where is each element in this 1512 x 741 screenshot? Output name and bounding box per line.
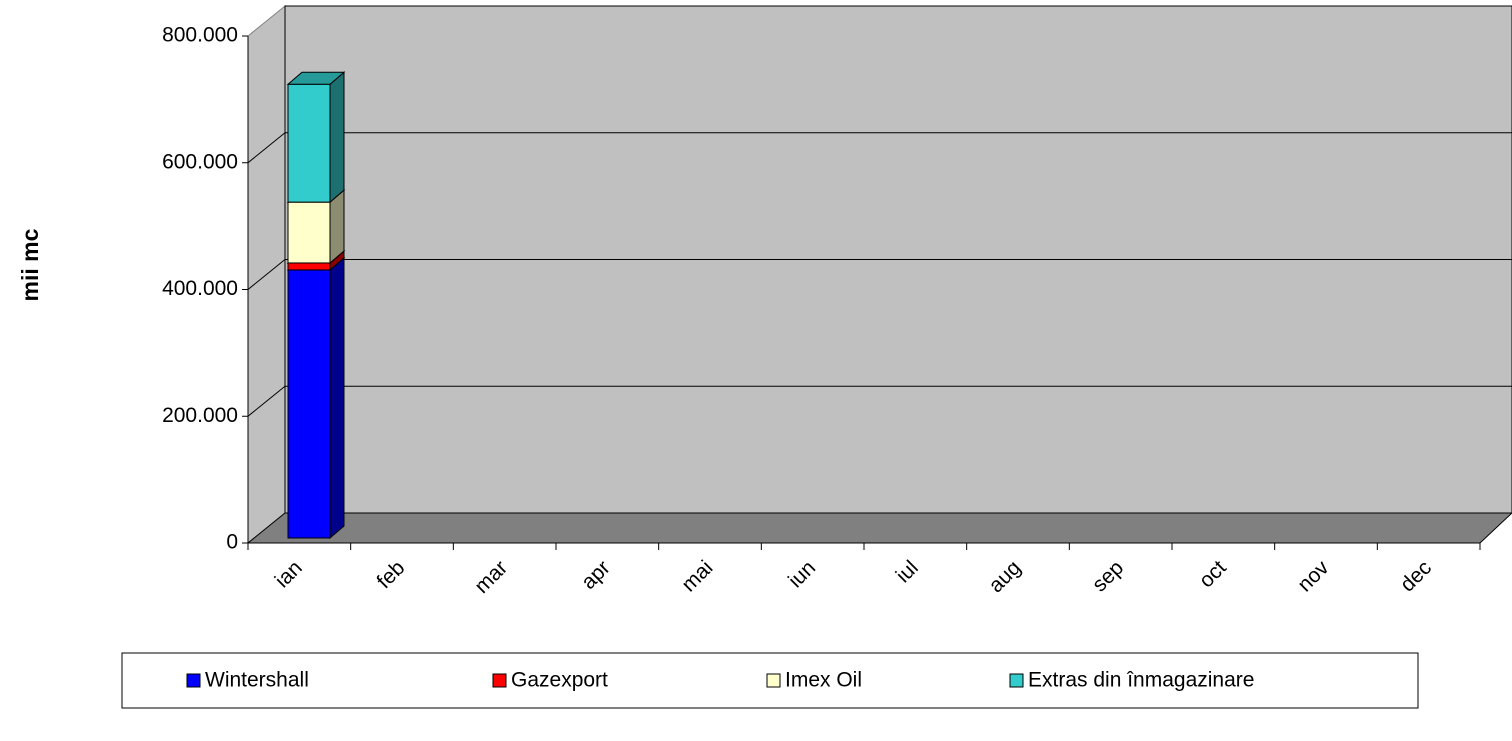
- bar-side: [329, 256, 345, 540]
- y-axis-title: mii mc: [17, 228, 43, 301]
- legend-swatch: [766, 673, 781, 688]
- bar-segment: [287, 201, 331, 264]
- y-tick-label: 800.000: [162, 24, 238, 47]
- x-tick-label: aug: [984, 556, 1025, 597]
- bar-segment: [287, 83, 331, 203]
- bar-side: [329, 189, 345, 265]
- x-tick-label: dec: [1396, 556, 1436, 596]
- x-tick-label: mar: [470, 556, 512, 598]
- x-tick-label: iul: [892, 556, 923, 587]
- legend-label: Wintershall: [205, 669, 309, 692]
- bar-top: [286, 71, 346, 85]
- legend-label: Imex Oil: [785, 669, 862, 692]
- bar-segment: [287, 269, 331, 539]
- x-tick-label: oct: [1195, 556, 1231, 592]
- x-tick-label: sep: [1088, 556, 1128, 596]
- grid-line: [247, 132, 286, 164]
- x-tick-label: feb: [373, 556, 410, 593]
- x-tick-label: mai: [677, 556, 717, 596]
- bar-segment: [287, 262, 331, 271]
- x-tick-label: ian: [271, 556, 307, 592]
- floor: [246, 512, 1512, 544]
- legend-label: Extras din înmagazinare: [1028, 669, 1254, 692]
- legend-swatch: [492, 673, 507, 688]
- legend-swatch: [1009, 673, 1024, 688]
- grid-line: [247, 385, 286, 417]
- x-tick-label: nov: [1293, 556, 1334, 597]
- x-tick-label: apr: [577, 556, 615, 594]
- y-tick-label: 400.000: [162, 277, 238, 300]
- y-tick-label: 0: [226, 531, 238, 554]
- legend-label: Gazexport: [511, 669, 608, 692]
- bar-side: [329, 71, 345, 204]
- x-tick-label: iun: [784, 556, 820, 592]
- y-tick-label: 600.000: [162, 150, 238, 173]
- y-tick-label: 200.000: [162, 404, 238, 427]
- legend-swatch: [186, 673, 201, 688]
- grid-line: [247, 259, 286, 290]
